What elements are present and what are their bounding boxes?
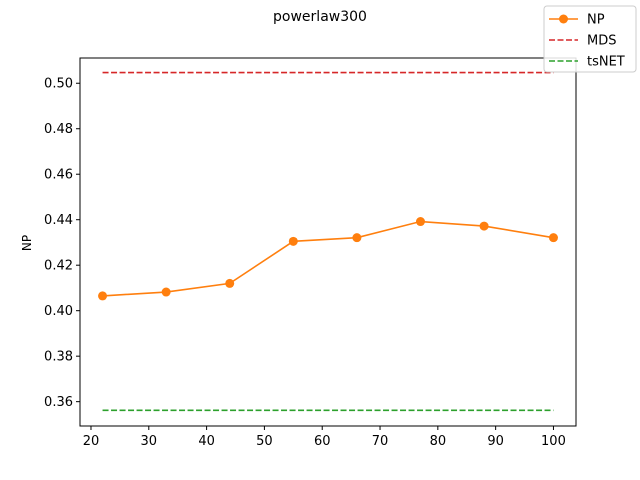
x-tick-label: 80 [430, 434, 447, 449]
data-point-np [415, 217, 425, 227]
data-point-np [98, 291, 108, 301]
series-line-np [102, 220, 554, 297]
x-tick-label: 100 [541, 434, 566, 449]
axis-ticks: 20 30 40 50 60 70 80 90 100 0.36 0.38 0.40 0.42 0.44 0… [44, 77, 566, 449]
legend-box [543, 5, 637, 73]
legend-label-tsnet: tsNET [587, 55, 625, 70]
chart-title: powerlaw300 [273, 9, 367, 25]
x-tick-label: 40 [198, 434, 215, 449]
y-tick-label: 0.46 [44, 168, 73, 183]
y-tick-label: 0.38 [44, 350, 73, 365]
data-point-np [352, 233, 362, 243]
data-point-np [548, 233, 558, 243]
x-tick-label: 90 [487, 434, 504, 449]
x-tick-label: 20 [83, 434, 100, 449]
plot-area [98, 71, 558, 412]
x-tick-label: 60 [314, 434, 331, 449]
data-point-np [161, 287, 171, 297]
y-tick-label: 0.36 [44, 395, 73, 410]
legend-marker-np [559, 14, 568, 24]
x-tick-label: 50 [256, 434, 273, 449]
data-point-np [225, 278, 235, 288]
y-tick-label: 0.40 [44, 304, 73, 319]
data-point-np [288, 236, 298, 246]
y-tick-label: 0.50 [44, 77, 73, 92]
legend-label-np: NP [587, 13, 605, 28]
axes-frame [79, 57, 577, 427]
x-tick-label: 70 [372, 434, 389, 449]
legend: NP MDS tsNET [543, 5, 637, 73]
y-tick-label: 0.42 [44, 259, 73, 274]
data-point-np [479, 221, 489, 231]
legend-label-mds: MDS [587, 34, 616, 49]
y-tick-label: 0.48 [44, 122, 73, 137]
y-axis-label: NP [20, 235, 34, 251]
x-tick-label: 30 [141, 434, 158, 449]
y-tick-label: 0.44 [44, 213, 73, 228]
